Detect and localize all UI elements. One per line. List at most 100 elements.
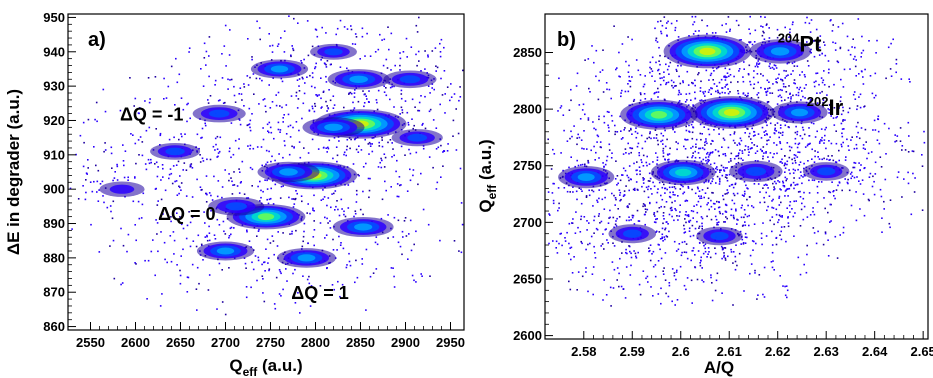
speckle-point bbox=[656, 191, 659, 194]
speckle-point bbox=[265, 248, 267, 250]
speckle-point bbox=[829, 104, 831, 106]
speckle-point bbox=[311, 72, 314, 74]
speckle-point bbox=[393, 106, 395, 108]
speckle-point bbox=[666, 236, 669, 238]
speckle-point bbox=[724, 76, 727, 79]
speckle-point bbox=[204, 124, 207, 127]
speckle-point bbox=[703, 148, 706, 151]
speckle-point bbox=[769, 67, 772, 69]
speckle-point bbox=[634, 130, 637, 133]
speckle-point bbox=[299, 156, 302, 159]
speckle-point bbox=[229, 147, 231, 150]
speckle-point bbox=[549, 214, 551, 216]
speckle-point bbox=[757, 294, 759, 296]
speckle-point bbox=[245, 267, 247, 269]
speckle-point bbox=[822, 102, 824, 104]
speckle-point bbox=[592, 266, 595, 268]
speckle-point bbox=[651, 56, 654, 59]
speckle-point bbox=[229, 79, 231, 81]
speckle-point bbox=[330, 206, 332, 209]
speckle-point bbox=[691, 156, 693, 159]
speckle-point bbox=[775, 243, 778, 246]
speckle-point bbox=[737, 81, 739, 83]
speckle-point bbox=[232, 153, 235, 156]
speckle-point bbox=[747, 187, 749, 190]
speckle-point bbox=[558, 202, 560, 205]
speckle-point bbox=[371, 143, 373, 145]
speckle-point bbox=[659, 54, 661, 57]
panel-b-frame bbox=[544, 13, 929, 340]
speckle-point bbox=[400, 97, 403, 100]
speckle-point bbox=[313, 244, 315, 247]
speckle-point bbox=[692, 155, 694, 157]
speckle-point bbox=[570, 246, 573, 249]
speckle-point bbox=[246, 230, 248, 233]
speckle-point bbox=[139, 107, 141, 109]
speckle-point bbox=[343, 210, 345, 213]
speckle-point bbox=[619, 257, 621, 260]
speckle-point bbox=[579, 231, 582, 233]
speckle-point bbox=[429, 275, 431, 277]
speckle-point bbox=[781, 79, 784, 82]
speckle-point bbox=[179, 175, 181, 177]
speckle-point bbox=[613, 25, 615, 27]
speckle-point bbox=[757, 66, 759, 68]
speckle-point bbox=[829, 221, 831, 223]
speckle-point bbox=[721, 91, 724, 94]
speckle-point bbox=[827, 72, 830, 74]
x-tick-label: 2600 bbox=[121, 335, 150, 350]
speckle-point bbox=[596, 228, 599, 231]
speckle-point bbox=[763, 296, 766, 298]
speckle-point bbox=[742, 243, 745, 245]
speckle-point bbox=[261, 263, 263, 266]
speckle-point bbox=[788, 126, 790, 129]
speckle-point bbox=[846, 138, 848, 141]
speckle-point bbox=[188, 47, 191, 49]
speckle-point bbox=[266, 161, 269, 164]
speckle-point bbox=[145, 168, 148, 171]
speckle-point bbox=[314, 67, 316, 70]
speckle-point bbox=[875, 94, 877, 97]
speckle-point bbox=[662, 240, 664, 242]
speckle-point bbox=[266, 123, 269, 126]
density-level bbox=[279, 168, 298, 176]
speckle-point bbox=[766, 23, 768, 25]
speckle-point bbox=[417, 50, 420, 53]
speckle-point bbox=[424, 127, 427, 130]
speckle-point bbox=[189, 165, 192, 168]
speckle-point bbox=[717, 223, 719, 226]
speckle-point bbox=[192, 240, 195, 242]
speckle-point bbox=[439, 239, 441, 242]
speckle-point bbox=[595, 151, 597, 154]
speckle-point bbox=[619, 199, 621, 202]
speckle-point bbox=[607, 242, 609, 244]
speckle-point bbox=[239, 171, 241, 173]
speckle-point bbox=[741, 238, 744, 241]
speckle-point bbox=[587, 290, 589, 293]
density-cluster bbox=[749, 39, 812, 64]
speckle-point bbox=[202, 160, 205, 162]
speckle-point bbox=[336, 200, 338, 202]
speckle-point bbox=[784, 86, 787, 88]
speckle-point bbox=[345, 154, 347, 157]
density-cluster bbox=[208, 197, 265, 216]
speckle-point bbox=[322, 189, 324, 191]
speckle-point bbox=[807, 143, 809, 146]
speckle-point bbox=[646, 164, 648, 167]
speckle-point bbox=[808, 22, 811, 25]
speckle-point bbox=[672, 81, 675, 84]
speckle-point bbox=[186, 291, 189, 293]
speckle-point bbox=[653, 213, 655, 216]
speckle-point bbox=[245, 286, 248, 288]
speckle-point bbox=[374, 51, 377, 53]
speckle-point bbox=[301, 76, 304, 79]
speckle-point bbox=[647, 281, 649, 283]
speckle-point bbox=[704, 192, 707, 194]
speckle-point bbox=[692, 152, 694, 154]
speckle-point bbox=[801, 71, 803, 73]
speckle-point bbox=[303, 222, 306, 225]
speckle-point bbox=[642, 177, 644, 179]
speckle-point bbox=[798, 142, 801, 145]
speckle-point bbox=[631, 38, 633, 41]
speckle-point bbox=[341, 283, 344, 286]
